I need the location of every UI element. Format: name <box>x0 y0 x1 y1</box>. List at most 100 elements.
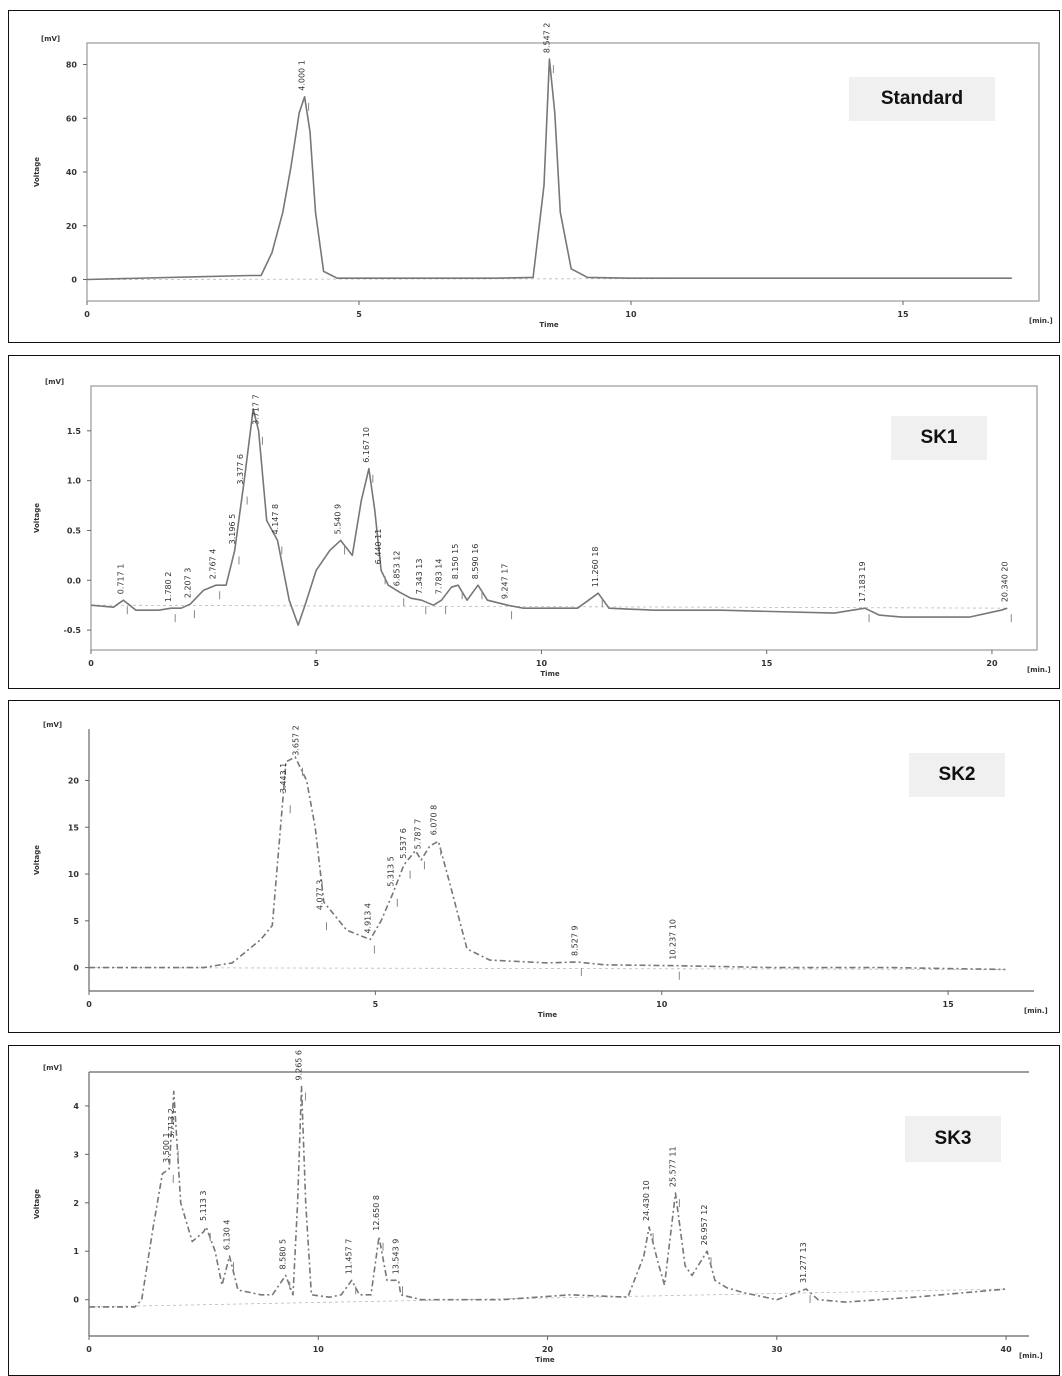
chromatogram-sk2: 0 5 10 15 20 0 5 10 15 [mV] [min.] Time Voltage 3.443… <box>33 721 1048 1019</box>
peak-label: 3.377 6 <box>236 454 245 485</box>
x-tick-label: 5 <box>356 310 362 319</box>
y-tick-label: 0 <box>73 1296 79 1305</box>
peak-label: 5.113 3 <box>199 1190 208 1221</box>
peak-label: 8.527 9 <box>570 925 579 956</box>
x-tick-label: 30 <box>771 1345 783 1354</box>
y-tick-label: 2 <box>73 1199 79 1208</box>
peak-label: 11.457 7 <box>345 1239 354 1275</box>
peak-label: 8.150 15 <box>451 544 460 580</box>
chromatogram-sk1: -0.5 0.0 0.5 1.0 1.5 0 5 10 15 20 [mV] [min.] Time Vo… <box>33 378 1051 678</box>
peak-label: 3.717 7 <box>251 394 260 425</box>
x-tick-label: 20 <box>542 1345 554 1354</box>
chromatogram-standard: 0 20 40 60 80 0 5 10 15 [mV] [min.] Time Voltage 4.00… <box>33 23 1053 329</box>
peak-label: 5.540 9 <box>334 504 343 535</box>
peak-label: 4.147 8 <box>271 504 280 535</box>
sample-label: Standard <box>849 77 995 121</box>
y-tick-label: 80 <box>66 61 78 70</box>
baseline <box>90 604 1008 609</box>
sample-label: SK2 <box>909 753 1005 797</box>
peak-label: 6.167 10 <box>362 427 371 463</box>
y-axis-title: Voltage <box>33 157 41 187</box>
peak-label: 9.247 17 <box>501 564 510 600</box>
y-tick-label: 0.5 <box>67 526 82 535</box>
peak-label: 7.343 13 <box>415 559 424 595</box>
peak-label: 4.913 4 <box>363 903 372 934</box>
y-tick-label: 3 <box>73 1150 79 1159</box>
peak-label: 8.580 5 <box>279 1239 288 1270</box>
peak-label: 4.077 3 <box>316 880 325 911</box>
peak-label: 31.277 13 <box>799 1242 808 1283</box>
y-unit-label: [mV] <box>43 1064 62 1072</box>
peak-label: 20.340 20 <box>1000 561 1009 602</box>
signal-trace <box>86 58 1012 281</box>
y-tick-label: 4 <box>73 1102 79 1111</box>
y-axis-title: Voltage <box>33 503 41 533</box>
sample-label: SK3 <box>905 1116 1001 1162</box>
plot-frame <box>90 385 1038 651</box>
signal-trace <box>90 408 1008 626</box>
peak-label: 6.130 4 <box>223 1220 232 1251</box>
y-tick-label: -0.5 <box>64 626 82 635</box>
x-tick-label: 15 <box>761 659 773 668</box>
peak-label: 0.717 1 <box>116 564 125 595</box>
y-tick-label: 40 <box>66 168 78 177</box>
baseline <box>88 967 1006 970</box>
x-tick-label: 10 <box>536 659 548 668</box>
peak-label: 3.500 1 <box>162 1132 171 1163</box>
peak-label: 3.713 2 <box>167 1108 176 1139</box>
peak-label: 7.783 14 <box>435 559 444 595</box>
peak-label: 11.260 18 <box>591 546 600 587</box>
x-axis-title: Time <box>540 670 559 678</box>
peak-label: 3.657 2 <box>291 725 300 756</box>
x-tick-label: 0 <box>86 1000 92 1009</box>
x-tick-label: 20 <box>986 659 998 668</box>
peak-label: 3.196 5 <box>228 514 237 545</box>
x-unit-label: [min.] <box>1029 317 1053 325</box>
x-tick-label: 10 <box>625 310 637 319</box>
peak-label: 3.443 1 <box>279 763 288 794</box>
x-unit-label: [min.] <box>1027 666 1051 674</box>
peak-label: 6.070 8 <box>430 805 439 836</box>
y-axis-title: Voltage <box>33 845 41 875</box>
baseline <box>88 1288 1007 1308</box>
peak-label: 25.577 11 <box>668 1146 677 1187</box>
y-unit-label: [mV] <box>41 35 60 43</box>
y-unit-label: [mV] <box>45 378 64 386</box>
y-tick-label: 0 <box>71 276 77 285</box>
peak-label: 9.265 6 <box>295 1050 304 1081</box>
peak-label: 2.767 4 <box>209 549 218 580</box>
peak-label: 6.853 12 <box>393 551 402 587</box>
x-tick-label: 0 <box>86 1345 92 1354</box>
x-unit-label: [min.] <box>1024 1007 1048 1015</box>
peak-label: 5.787 7 <box>413 819 422 850</box>
peak-label: 24.430 10 <box>642 1180 651 1221</box>
y-tick-label: 1 <box>73 1247 79 1256</box>
x-unit-label: [min.] <box>1019 1352 1043 1360</box>
y-tick-label: 20 <box>68 776 80 785</box>
peak-label: 17.183 19 <box>858 561 867 602</box>
x-tick-label: 5 <box>373 1000 379 1009</box>
peak-label: 8.547 2 <box>542 23 551 54</box>
x-axis-title: Time <box>538 1011 557 1019</box>
peak-label: 26.957 12 <box>700 1205 709 1246</box>
x-tick-label: 0 <box>88 659 94 668</box>
x-axis-title: Time <box>539 321 558 329</box>
peak-label: 4.000 1 <box>298 60 307 91</box>
y-tick-label: 10 <box>68 870 80 879</box>
x-tick-label: 15 <box>943 1000 955 1009</box>
peak-label: 1.780 2 <box>164 572 173 603</box>
x-tick-label: 40 <box>1001 1345 1013 1354</box>
peak-label: 6.440 11 <box>374 529 383 565</box>
y-tick-label: 0 <box>73 964 79 973</box>
y-tick-label: 15 <box>68 823 80 832</box>
chromatogram-panel-sk1: -0.5 0.0 0.5 1.0 1.5 0 5 10 15 20 [mV] [min.] Time Vo… <box>8 355 1060 689</box>
chromatogram-panel-sk2: 0 5 10 15 20 0 5 10 15 [mV] [min.] Time Voltage 3.443… <box>8 700 1060 1033</box>
x-tick-label: 5 <box>313 659 319 668</box>
signal-trace <box>89 1085 1007 1308</box>
signal-trace <box>89 756 1006 971</box>
x-tick-label: 15 <box>897 310 909 319</box>
chromatogram-panel-sk3: 0 1 2 3 4 0 10 20 30 40 [mV] [min.] Time Voltage 3.500… <box>8 1045 1060 1376</box>
y-tick-label: 1.5 <box>67 427 82 436</box>
chromatogram-panel-standard: 0 20 40 60 80 0 5 10 15 [mV] [min.] Time Voltage 4.00… <box>8 10 1060 343</box>
